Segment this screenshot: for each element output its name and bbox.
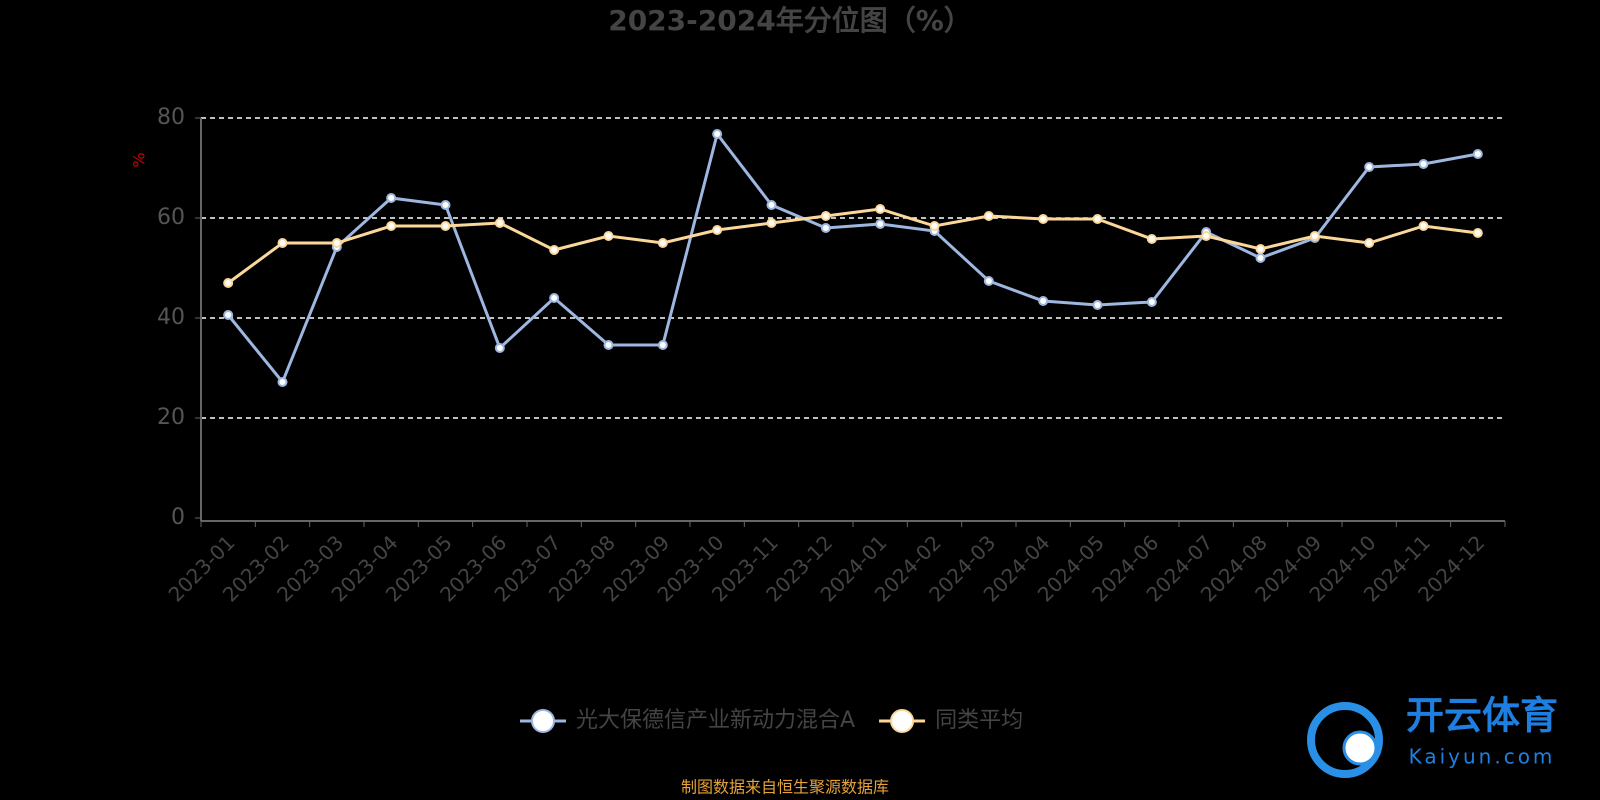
y-tick-label: 80 — [157, 105, 185, 130]
data-point — [1364, 238, 1375, 248]
data-point — [875, 219, 886, 229]
watermark-ball — [1342, 730, 1378, 766]
y-tick-label: 40 — [157, 305, 185, 330]
data-point — [1309, 231, 1320, 241]
data-point — [1092, 300, 1103, 310]
data-point — [386, 221, 397, 231]
data-point — [875, 204, 886, 214]
data-point — [386, 193, 397, 203]
data-point — [603, 340, 614, 350]
data-point — [657, 340, 668, 350]
data-point — [983, 276, 994, 286]
data-point — [766, 218, 777, 228]
legend-marker — [890, 709, 915, 733]
data-point — [494, 218, 505, 228]
data-point — [223, 310, 234, 320]
data-point — [440, 221, 451, 231]
data-point — [983, 211, 994, 221]
data-point — [929, 221, 940, 231]
data-point — [1418, 221, 1429, 231]
data-point — [494, 343, 505, 353]
watermark-name: 开云体育 — [1406, 694, 1558, 738]
data-point — [1092, 214, 1103, 224]
data-point — [1255, 253, 1266, 263]
data-point — [657, 238, 668, 248]
legend-label: 光大保德信产业新动力混合A — [576, 708, 855, 733]
data-point — [712, 225, 723, 235]
data-point — [1255, 244, 1266, 254]
data-point — [1472, 228, 1483, 238]
legend-label: 同类平均 — [935, 708, 1023, 733]
data-point — [1146, 297, 1157, 307]
data-point — [712, 129, 723, 139]
data-point — [766, 200, 777, 210]
data-point — [277, 238, 288, 248]
watermark-site: Kaiyun.com — [1409, 745, 1556, 769]
data-point — [440, 200, 451, 210]
y-tick-label: 60 — [157, 205, 185, 230]
data-point — [820, 211, 831, 221]
data-point — [549, 293, 560, 303]
watermark: 开云体育 Kaiyun.com — [1307, 694, 1558, 778]
data-point — [603, 231, 614, 241]
data-point — [1472, 149, 1483, 159]
data-point — [331, 238, 342, 248]
data-point — [223, 278, 234, 288]
data-point — [1038, 214, 1049, 224]
data-point — [277, 377, 288, 387]
data-point — [1038, 296, 1049, 306]
y-tick-label: 0 — [171, 505, 185, 530]
data-point — [1364, 162, 1375, 172]
data-point — [1418, 159, 1429, 169]
series-line — [227, 130, 1479, 385]
y-tick-label: 20 — [157, 405, 185, 430]
data-point — [1201, 231, 1212, 241]
chart-title: 2023-2024年分位图（%） — [608, 4, 972, 37]
data-point — [1146, 234, 1157, 244]
source-note: 制图数据来自恒生聚源数据库 — [681, 778, 889, 797]
watermark-logo — [1307, 702, 1383, 778]
legend-marker — [531, 709, 555, 733]
series-line — [227, 207, 1479, 285]
data-point — [820, 223, 831, 233]
data-point — [549, 245, 560, 255]
y-axis-label: % — [130, 152, 149, 167]
